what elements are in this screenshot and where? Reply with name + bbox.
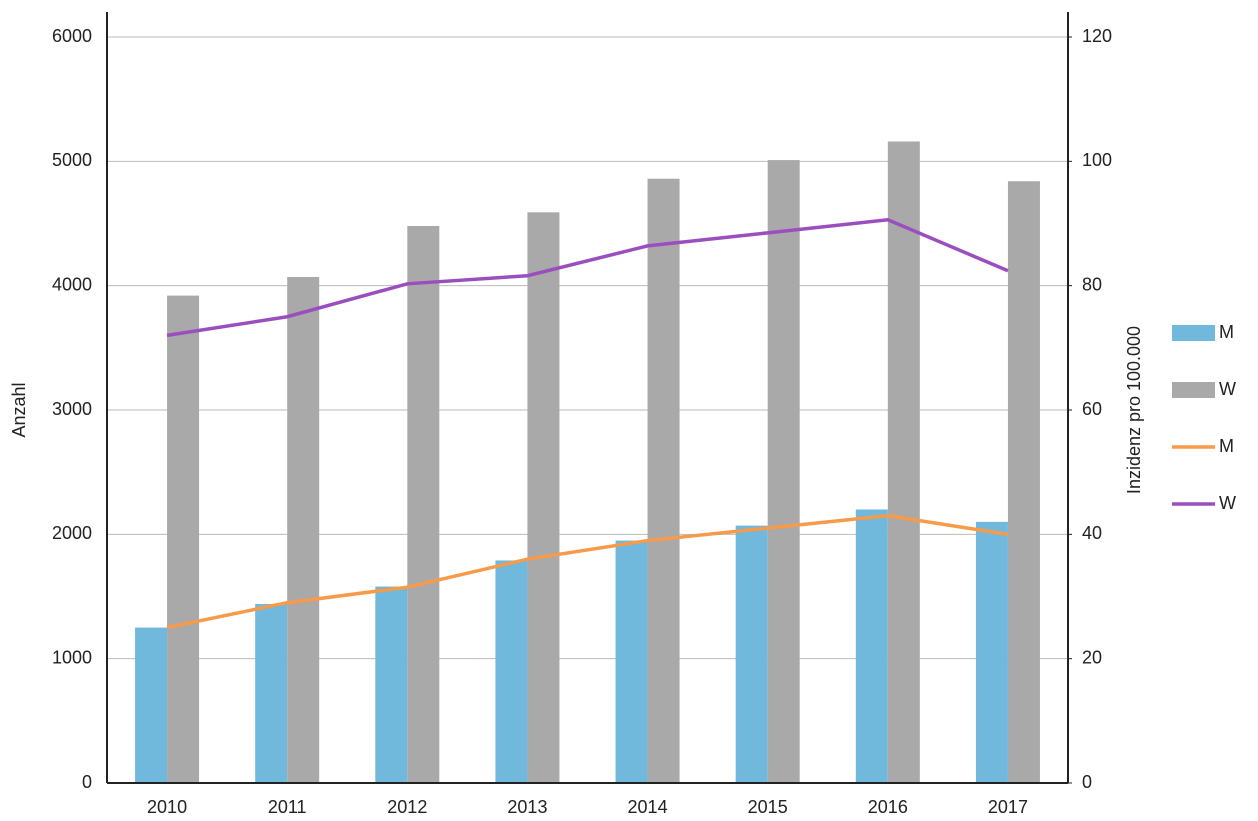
x-tick-label: 2011 — [268, 797, 307, 817]
bar — [735, 525, 768, 783]
line — [166, 217, 1009, 338]
bar — [167, 295, 200, 783]
line — [166, 513, 1009, 630]
y-tick-label: 5000 — [52, 150, 92, 170]
legend-swatch — [1172, 325, 1215, 341]
legend-swatch — [1172, 382, 1215, 398]
y-tick-label: 1000 — [52, 647, 92, 667]
bar — [407, 225, 440, 783]
bar — [615, 540, 648, 783]
y-tick-label: 6000 — [52, 26, 92, 46]
bar — [767, 160, 800, 784]
x-tick-label: 2013 — [507, 797, 547, 817]
y2-axis-title: Inzidenz pro 100.000 — [1124, 326, 1144, 494]
bar — [255, 603, 288, 783]
bar — [135, 627, 168, 783]
bar — [287, 276, 320, 783]
bar — [1007, 181, 1040, 783]
bar — [887, 141, 920, 783]
legend-label: M — [1219, 436, 1234, 456]
bar — [975, 521, 1008, 783]
y2-tick-label: 60 — [1082, 399, 1102, 419]
y-tick-label: 4000 — [52, 274, 92, 294]
x-tick-label: 2016 — [868, 797, 908, 817]
legend-label: M — [1219, 322, 1234, 342]
y2-tick-label: 120 — [1082, 26, 1112, 46]
legend-label: W — [1219, 379, 1236, 399]
y2-tick-label: 80 — [1082, 274, 1102, 294]
legend-label: W — [1219, 493, 1236, 513]
y2-tick-label: 100 — [1082, 150, 1112, 170]
x-tick-label: 2017 — [988, 797, 1028, 817]
bar — [495, 560, 528, 783]
bar — [855, 509, 888, 783]
y2-tick-label: 0 — [1082, 772, 1092, 792]
bar — [375, 586, 408, 783]
x-tick-label: 2015 — [748, 797, 788, 817]
x-tick-label: 2012 — [387, 797, 427, 817]
y2-tick-label: 20 — [1082, 647, 1102, 667]
y2-tick-label: 40 — [1082, 523, 1102, 543]
bar — [647, 178, 680, 784]
x-tick-label: 2010 — [147, 797, 187, 817]
y-tick-label: 0 — [82, 772, 92, 792]
bar — [527, 212, 560, 783]
x-tick-label: 2014 — [628, 797, 668, 817]
y-axis-title: Anzahl — [9, 382, 29, 437]
y-tick-label: 3000 — [52, 399, 92, 419]
y-tick-label: 2000 — [52, 523, 92, 543]
